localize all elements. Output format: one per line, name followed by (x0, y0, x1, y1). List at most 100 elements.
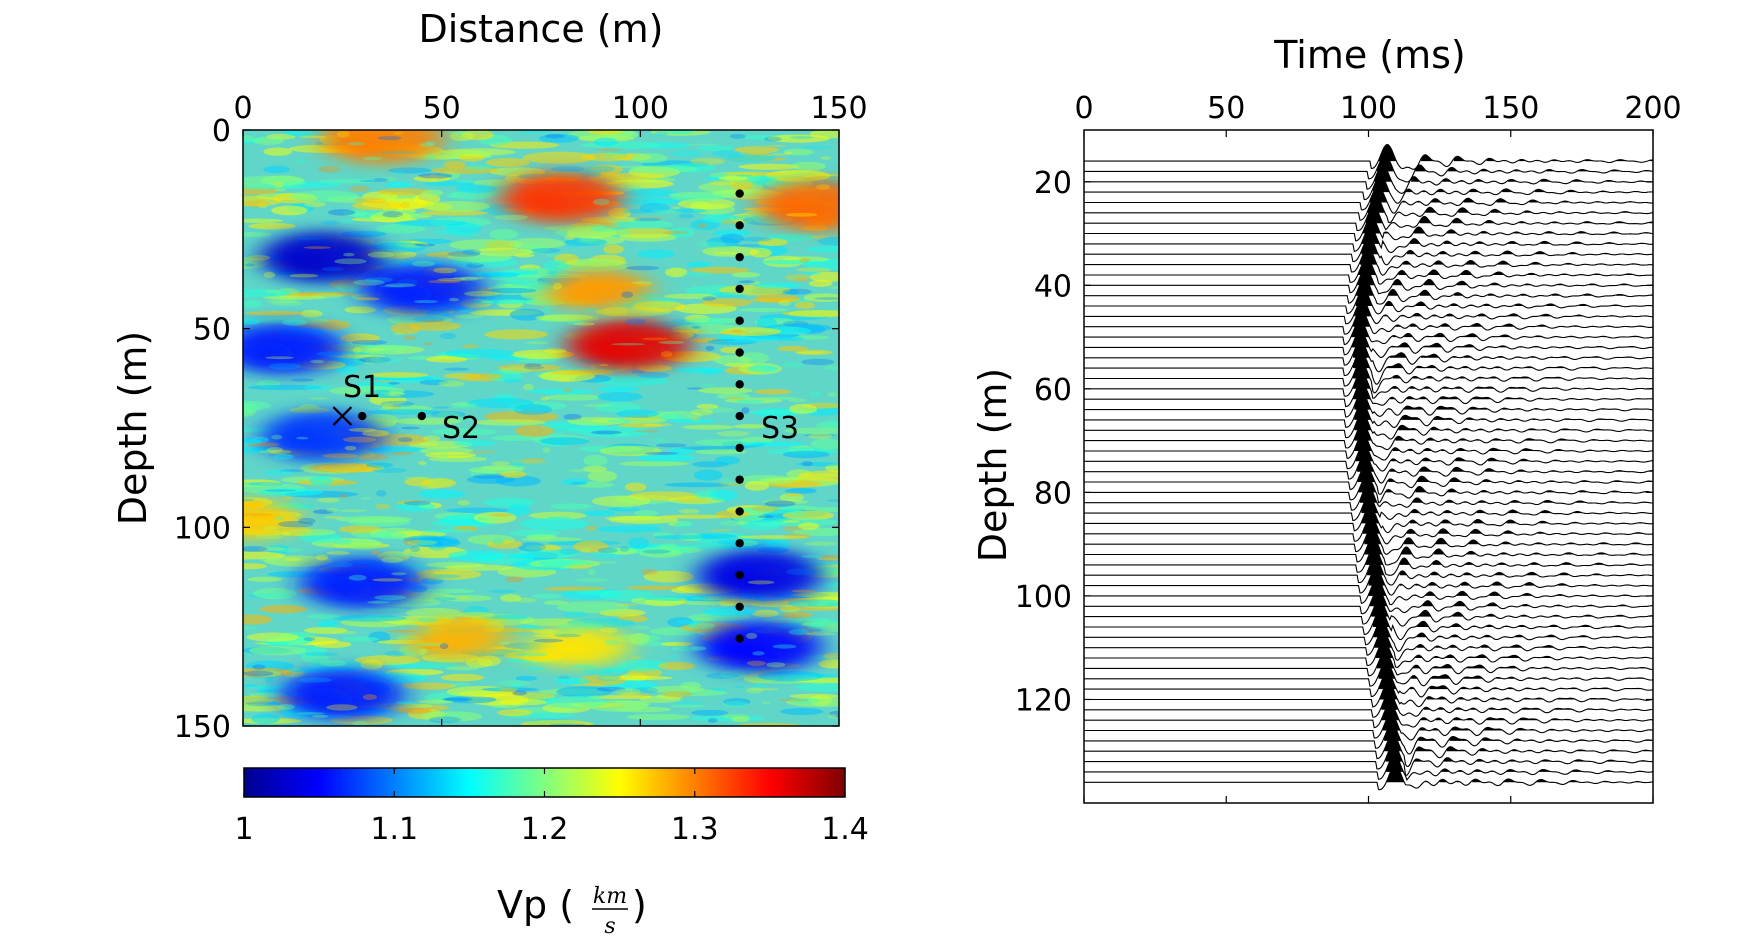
trace-fill (1357, 455, 1653, 472)
heatmap-streak (365, 277, 394, 283)
heatmap-streak (522, 151, 596, 164)
heatmap-streak (258, 449, 292, 454)
heatmap-streak (581, 668, 615, 675)
heatmap-streak (503, 378, 523, 383)
heatmap-streak (761, 701, 771, 705)
heatmap-streak (492, 538, 504, 545)
heatmap-streak (441, 148, 516, 156)
heatmap-streak (745, 687, 764, 694)
heatmap-streak (418, 489, 466, 499)
velocity-anomaly (504, 190, 573, 217)
heatmap-streak (472, 179, 517, 187)
heatmap-streak (733, 424, 768, 429)
heatmap-streak (667, 617, 694, 628)
seismic-trace (1084, 257, 1653, 285)
heatmap-streak (340, 333, 380, 343)
heatmap-streak (402, 538, 421, 546)
heatmap-streak (621, 291, 634, 299)
heatmap-streak (696, 145, 735, 152)
heatmap-streak (753, 388, 792, 395)
heatmap-streak (390, 322, 421, 335)
heatmap-streak (466, 475, 516, 484)
heatmap-streak (300, 309, 323, 318)
seismic-trace (1084, 568, 1653, 596)
heatmap-streak (800, 145, 833, 149)
heatmap-streak (305, 652, 339, 657)
heatmap-streak (697, 387, 753, 394)
velocity-anomalies (243, 130, 839, 721)
heatmap-streak (418, 173, 453, 179)
heatmap-streak (711, 687, 727, 692)
heatmap-streak (289, 273, 319, 278)
heatmap-streak (544, 394, 602, 401)
heatmap-streak (406, 539, 438, 546)
heatmap-streak (243, 218, 284, 224)
heatmap-streak (243, 563, 268, 570)
heatmap-streak (720, 670, 747, 679)
heatmap-streak (317, 497, 340, 503)
velocity-anomaly (524, 639, 593, 666)
heatmap-streak (430, 166, 500, 174)
heatmap-streak (344, 445, 357, 451)
heatmap-streak (614, 688, 641, 695)
source-label-s2: S2 (442, 411, 480, 446)
heatmap-streak (433, 267, 457, 274)
heatmap-streak (797, 470, 839, 482)
heatmap-streak (513, 404, 552, 415)
heatmap-streak (296, 436, 309, 440)
heatmap-streak (465, 373, 503, 379)
heatmap-streak (358, 179, 390, 183)
heatmap-streak (387, 553, 421, 556)
heatmap-streak (440, 673, 485, 682)
heatmap-streak (326, 704, 358, 711)
heatmap-streak (263, 469, 292, 476)
colorbar-label-numerator: km (593, 884, 627, 909)
heatmap-streak (691, 617, 715, 622)
heatmap-streak (730, 196, 765, 200)
heatmap-streak (403, 500, 431, 506)
heatmap-streak (449, 131, 474, 142)
heatmap-streak (617, 423, 664, 428)
seismic-trace (1084, 672, 1653, 698)
heatmap-streak (349, 185, 370, 192)
heatmap-streak (789, 617, 839, 628)
heatmap-streak (630, 370, 645, 374)
depth-tick-label: 80 (1034, 476, 1072, 511)
heatmap-streak (749, 247, 772, 258)
heatmap-streak (281, 531, 291, 537)
heatmap-streak (738, 535, 809, 540)
heatmap-streak (591, 495, 651, 507)
seismic-trace (1084, 485, 1653, 511)
heatmap-streak (592, 375, 669, 386)
heatmap-streak (693, 469, 723, 481)
heatmap-streak (690, 646, 707, 651)
heatmap-streak (712, 150, 740, 157)
heatmap-streak (433, 574, 461, 579)
heatmap-streak (432, 228, 460, 236)
heatmap-streak (670, 704, 706, 708)
source-point (735, 507, 744, 516)
heatmap-streak (796, 351, 824, 354)
heatmap-streak (633, 217, 661, 222)
heatmap-streak (418, 647, 428, 655)
heatmap-streak (583, 403, 613, 408)
trace-fill (1374, 165, 1645, 182)
heatmap-streak (445, 666, 479, 671)
heatmap-streak (599, 363, 609, 367)
heatmap-streak (458, 596, 469, 600)
heatmap-streak (827, 392, 838, 398)
heatmap-streak (686, 622, 716, 630)
seismic-trace (1084, 330, 1653, 359)
seismic-trace (1084, 237, 1653, 266)
heatmap-streak (522, 383, 534, 391)
heatmap-streak (243, 196, 282, 207)
heatmap-streak (381, 403, 394, 410)
heatmap-streak (817, 236, 839, 246)
heatmap-streak (590, 430, 622, 435)
heatmap-streak (552, 282, 563, 290)
seismic-trace (1084, 216, 1653, 242)
heatmap-streak (781, 361, 805, 368)
heatmap-streak (641, 546, 702, 554)
heatmap-streak (635, 216, 666, 219)
heatmap-streak (382, 211, 404, 218)
